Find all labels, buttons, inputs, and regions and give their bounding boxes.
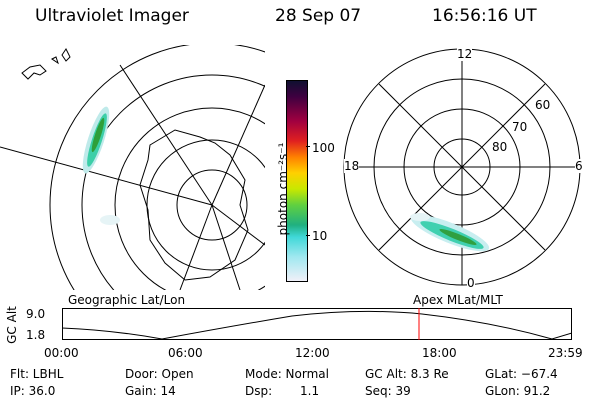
lat-circle-4 [81, 74, 265, 290]
altitude-curve [62, 310, 572, 340]
mlat-label-60: 60 [535, 98, 551, 112]
status-ip: IP: 36.0 [10, 384, 56, 398]
lon-line-3 [211, 84, 265, 206]
time-tick-1200: 12:00 [295, 346, 330, 360]
mlat-label-70: 70 [512, 120, 528, 134]
antarctica-coastline [139, 129, 249, 281]
lon-line-1 [0, 146, 213, 206]
colorbar-tick-100: 100 [312, 141, 335, 155]
colorbar [286, 80, 308, 282]
status-gain: Gain: 14 [125, 384, 176, 398]
mlt-label-12: 12 [457, 47, 473, 61]
mlat-label-80: 80 [492, 140, 508, 154]
time-tick-0000: 00:00 [44, 346, 79, 360]
colorbar-tick-10: 10 [312, 229, 328, 243]
status-gc-alt: GC Alt: 8.3 Re [365, 367, 449, 381]
coastline-islet [51, 56, 59, 65]
status-mode: Mode: Normal [245, 367, 329, 381]
instrument-title: Ultraviolet Imager [35, 6, 189, 26]
status-filter: Flt: LBHL [10, 367, 64, 381]
status-glat: GLat: −67.4 [485, 367, 558, 381]
lat-circle-2 [146, 139, 265, 271]
altitude-plot-frame [62, 308, 572, 340]
coastline-island [61, 48, 71, 62]
lat-circle-5 [49, 45, 265, 290]
mlt-label-0: 0 [467, 276, 475, 290]
status-door: Door: Open [125, 367, 194, 381]
altitude-axis-label: GC Alt [5, 306, 19, 344]
lat-circle-1 [176, 169, 248, 241]
aurora-emission-polar [410, 213, 490, 252]
altitude-tick-1-8: 1.8 [26, 328, 46, 342]
colorbar-tickmark-10 [306, 235, 310, 236]
geographic-map [0, 45, 265, 290]
status-dsp-value: 1.1 [300, 384, 320, 398]
apex-caption: Apex MLat/MLT [413, 293, 503, 307]
time-tick-2359: 23:59 [548, 346, 583, 360]
lon-line-5 [211, 204, 265, 246]
status-glon: GLon: 91.2 [485, 384, 551, 398]
colorbar-unit-label: photon cm⁻²s⁻¹ [276, 142, 290, 236]
time-tick-0600: 06:00 [168, 346, 203, 360]
coastline-top [21, 64, 47, 80]
geographic-caption: Geographic Lat/Lon [68, 293, 186, 307]
mlt-label-6: 6 [575, 159, 583, 173]
lon-line-2 [179, 204, 213, 290]
colorbar-tickmark-100 [306, 146, 310, 147]
status-dsp-label: Dsp: [245, 384, 273, 398]
polar-mlt-plot [343, 48, 581, 286]
mlt-line-diag-2 [378, 83, 546, 251]
observation-time: 16:56:16 UT [432, 6, 537, 26]
lat-circle-3 [114, 107, 265, 290]
time-tick-1800: 18:00 [422, 346, 457, 360]
altitude-plot [62, 308, 572, 340]
aurora-emission-geo [82, 106, 120, 225]
lon-line-6 [211, 204, 241, 290]
altitude-tick-9: 9.0 [26, 307, 46, 321]
status-seq: Seq: 39 [365, 384, 411, 398]
mlt-label-18: 18 [344, 159, 360, 173]
observation-date: 28 Sep 07 [275, 6, 362, 26]
